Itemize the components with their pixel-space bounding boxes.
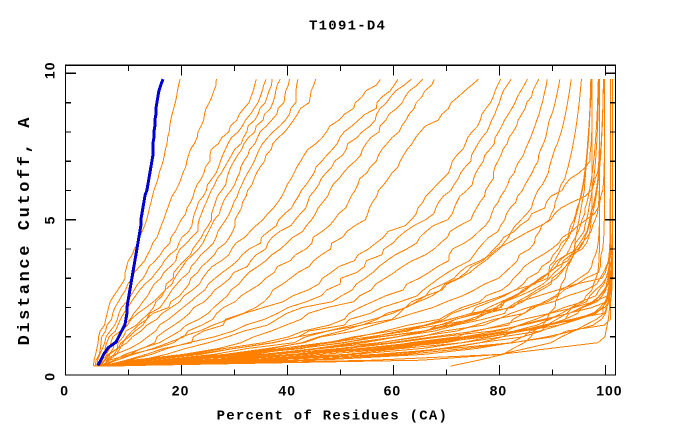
svg-text:Percent of Residues (CA): Percent of Residues (CA) [217, 409, 449, 425]
svg-text:80: 80 [490, 382, 508, 398]
svg-text:0: 0 [41, 372, 57, 381]
svg-text:100: 100 [596, 382, 622, 398]
svg-text:Distance Cutoff, A: Distance Cutoff, A [16, 115, 35, 345]
svg-text:10: 10 [41, 62, 57, 80]
svg-text:20: 20 [172, 382, 190, 398]
svg-text:60: 60 [384, 382, 402, 398]
svg-text:T1091-D4: T1091-D4 [309, 18, 386, 34]
svg-text:40: 40 [278, 382, 296, 398]
svg-text:5: 5 [41, 216, 57, 225]
svg-text:0: 0 [60, 382, 69, 398]
